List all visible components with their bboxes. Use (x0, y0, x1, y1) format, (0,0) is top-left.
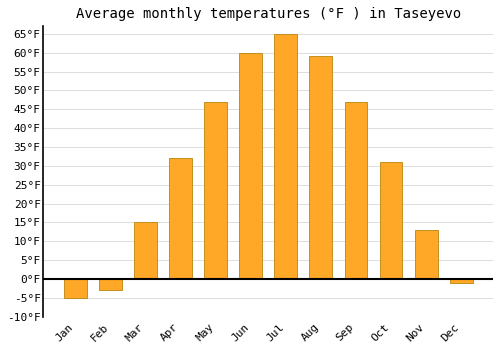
Title: Average monthly temperatures (°F ) in Taseyevo: Average monthly temperatures (°F ) in Ta… (76, 7, 461, 21)
Bar (169, 158, 192, 279)
Bar (310, 56, 332, 279)
Bar (99, 279, 122, 290)
Bar (414, 230, 438, 279)
Bar (344, 102, 368, 279)
Bar (274, 34, 297, 279)
Bar (380, 162, 402, 279)
Bar (134, 223, 157, 279)
Bar (204, 102, 227, 279)
Bar (240, 53, 262, 279)
Bar (64, 279, 86, 298)
Bar (450, 279, 472, 283)
